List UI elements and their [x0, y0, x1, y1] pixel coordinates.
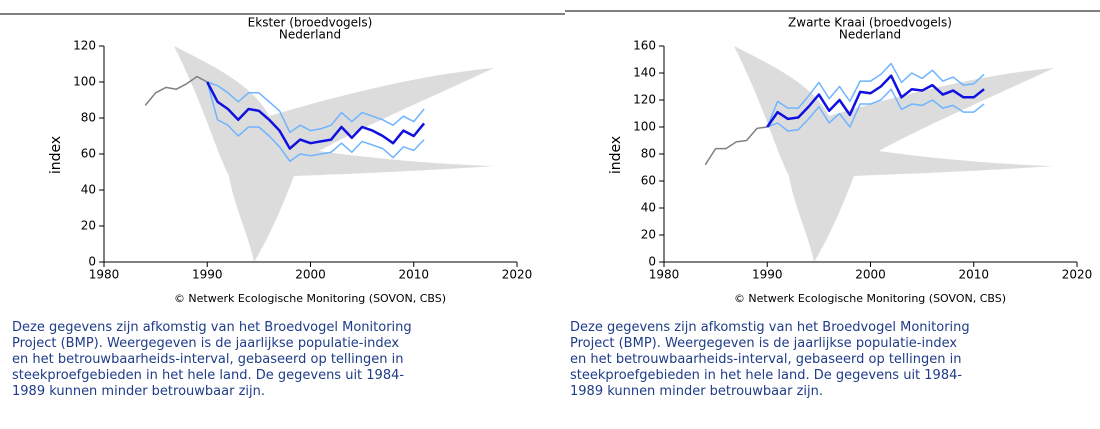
y-tick-label: 100: [633, 120, 656, 134]
y-axis-label: index: [48, 136, 64, 174]
chart-subtitle: Nederland: [279, 28, 341, 42]
y-tick-label: 20: [641, 228, 656, 242]
x-tick-label: 1980: [89, 268, 120, 282]
y-tick-label: 40: [81, 183, 96, 197]
caption: Deze gegevens zijn afkomstig van het Bro…: [570, 320, 970, 400]
x-tick-label: 2020: [502, 268, 533, 282]
y-tick-label: 120: [633, 93, 656, 107]
x-tick-label: 1980: [649, 268, 680, 282]
x-tick-label: 2010: [398, 268, 429, 282]
source-note: © Netwerk Ecologische Monitoring (SOVON,…: [174, 292, 446, 305]
y-tick-label: 80: [81, 111, 96, 125]
y-tick-label: 60: [641, 174, 656, 188]
x-tick-label: 2000: [855, 268, 886, 282]
x-tick-label: 2010: [958, 268, 989, 282]
source-note: © Netwerk Ecologische Monitoring (SOVON,…: [734, 292, 1006, 305]
y-tick-label: 40: [641, 201, 656, 215]
y-tick-label: 80: [641, 147, 656, 161]
x-tick-label: 1990: [752, 268, 783, 282]
y-tick-label: 120: [73, 39, 96, 53]
series-line: [705, 127, 767, 165]
chart-subtitle: Nederland: [839, 28, 901, 42]
y-tick-label: 60: [81, 147, 96, 161]
swallow-silhouette: [734, 46, 1054, 262]
y-tick-label: 20: [81, 219, 96, 233]
y-tick-label: 100: [73, 75, 96, 89]
x-tick-label: 2000: [295, 268, 326, 282]
y-axis-label: index: [608, 136, 624, 174]
page: {"chart_data": [ {"type": "line", "title…: [0, 0, 1100, 429]
x-tick-label: 1990: [192, 268, 223, 282]
y-tick-label: 140: [633, 66, 656, 80]
y-tick-label: 160: [633, 39, 656, 53]
y-tick-label: 0: [88, 255, 96, 269]
x-tick-label: 2020: [1062, 268, 1093, 282]
caption: Deze gegevens zijn afkomstig van het Bro…: [12, 320, 412, 400]
swallow-silhouette: [174, 46, 494, 262]
y-tick-label: 0: [648, 255, 656, 269]
